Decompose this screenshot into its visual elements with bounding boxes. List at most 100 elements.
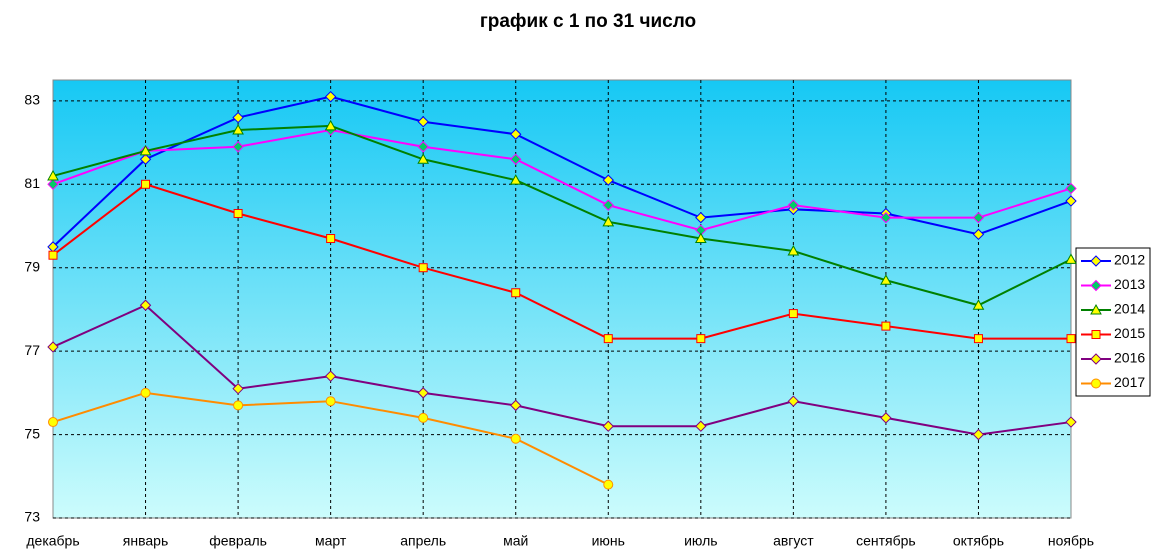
data-point	[232, 111, 244, 124]
data-point	[694, 232, 707, 244]
data-point	[1065, 182, 1077, 195]
plot-area	[52, 79, 1072, 519]
data-point	[510, 153, 522, 165]
legend	[1075, 247, 1151, 397]
data-point	[140, 387, 151, 398]
data-point	[48, 250, 58, 260]
data-point	[787, 395, 800, 407]
x-tick-label: ноябрь	[1048, 533, 1094, 549]
data-point	[603, 334, 613, 344]
data-point	[48, 417, 58, 428]
legend-label: 2016	[1114, 350, 1145, 366]
series-line	[52, 129, 1072, 232]
data-point	[695, 420, 707, 432]
data-point	[233, 400, 244, 411]
data-point	[232, 382, 244, 395]
data-point	[325, 396, 336, 407]
y-tick-label: 77	[24, 342, 40, 358]
legend-label: 2012	[1114, 252, 1145, 268]
legend-label: 2015	[1114, 325, 1145, 341]
data-point	[972, 428, 985, 441]
data-point	[1065, 253, 1077, 264]
x-tick-label: июль	[684, 533, 717, 549]
data-point	[510, 399, 522, 412]
data-point	[324, 90, 337, 103]
series-line	[52, 183, 1071, 340]
data-point	[881, 321, 891, 331]
data-point	[972, 299, 985, 310]
x-tick-label: декабрь	[26, 533, 79, 549]
x-tick-label: январь	[123, 533, 168, 549]
data-point	[418, 263, 428, 273]
data-point	[47, 178, 59, 190]
x-tick-label: сентябрь	[856, 533, 916, 549]
data-point	[788, 309, 798, 319]
data-point	[972, 228, 985, 241]
legend-marker	[1090, 353, 1102, 365]
legend-marker	[1090, 279, 1102, 292]
data-point	[1065, 416, 1077, 428]
data-point	[139, 153, 152, 165]
data-point	[417, 153, 430, 164]
legend-label: 2017	[1114, 374, 1145, 390]
data-point	[880, 274, 892, 285]
data-point	[787, 199, 800, 211]
x-tick-label: август	[773, 533, 814, 549]
data-point	[139, 299, 152, 311]
y-tick-label: 75	[24, 425, 40, 441]
data-point	[417, 387, 429, 399]
legend-marker	[1091, 330, 1101, 339]
data-point	[233, 208, 243, 218]
data-point	[787, 244, 800, 256]
x-tick-label: май	[503, 533, 528, 549]
data-point	[509, 174, 522, 185]
x-tick-label: июнь	[592, 533, 625, 549]
data-point	[880, 211, 892, 224]
data-point	[510, 433, 521, 444]
data-point	[602, 199, 614, 211]
series-line	[52, 304, 1072, 436]
data-point	[326, 234, 336, 244]
chart-title: график с 1 по 31 число	[480, 11, 696, 32]
y-tick-label: 79	[24, 258, 40, 274]
data-point	[1066, 334, 1076, 344]
y-tick-label: 83	[24, 92, 40, 108]
legend-label: 2014	[1114, 301, 1145, 317]
data-point	[418, 412, 429, 423]
data-point	[232, 124, 244, 135]
legend-marker	[1090, 303, 1102, 315]
data-point	[141, 179, 151, 189]
data-point	[602, 420, 614, 432]
data-point	[139, 144, 152, 156]
y-tick-label: 81	[24, 175, 40, 191]
data-point	[602, 215, 615, 227]
data-point	[972, 211, 985, 224]
series-line	[52, 124, 1072, 307]
x-tick-label: февраль	[209, 533, 267, 549]
data-point	[695, 211, 707, 224]
y-tick-label: 73	[24, 509, 40, 525]
data-point	[47, 169, 59, 181]
legend-marker	[1091, 378, 1101, 389]
data-point	[602, 174, 614, 186]
data-point	[511, 288, 521, 298]
data-point	[1065, 195, 1077, 207]
data-point	[324, 119, 337, 131]
legend-marker	[1090, 255, 1102, 267]
legend-label: 2013	[1114, 276, 1145, 292]
data-point	[696, 334, 706, 344]
data-point	[880, 412, 892, 424]
data-point	[324, 370, 337, 382]
x-tick-label: октябрь	[953, 533, 1004, 549]
data-point	[47, 341, 59, 353]
data-point	[603, 479, 614, 490]
data-point	[232, 141, 244, 153]
data-point	[510, 128, 522, 140]
x-tick-label: март	[315, 533, 347, 549]
data-point	[417, 141, 429, 153]
data-point	[417, 116, 429, 128]
data-point	[973, 334, 983, 344]
x-tick-label: апрель	[400, 533, 446, 549]
